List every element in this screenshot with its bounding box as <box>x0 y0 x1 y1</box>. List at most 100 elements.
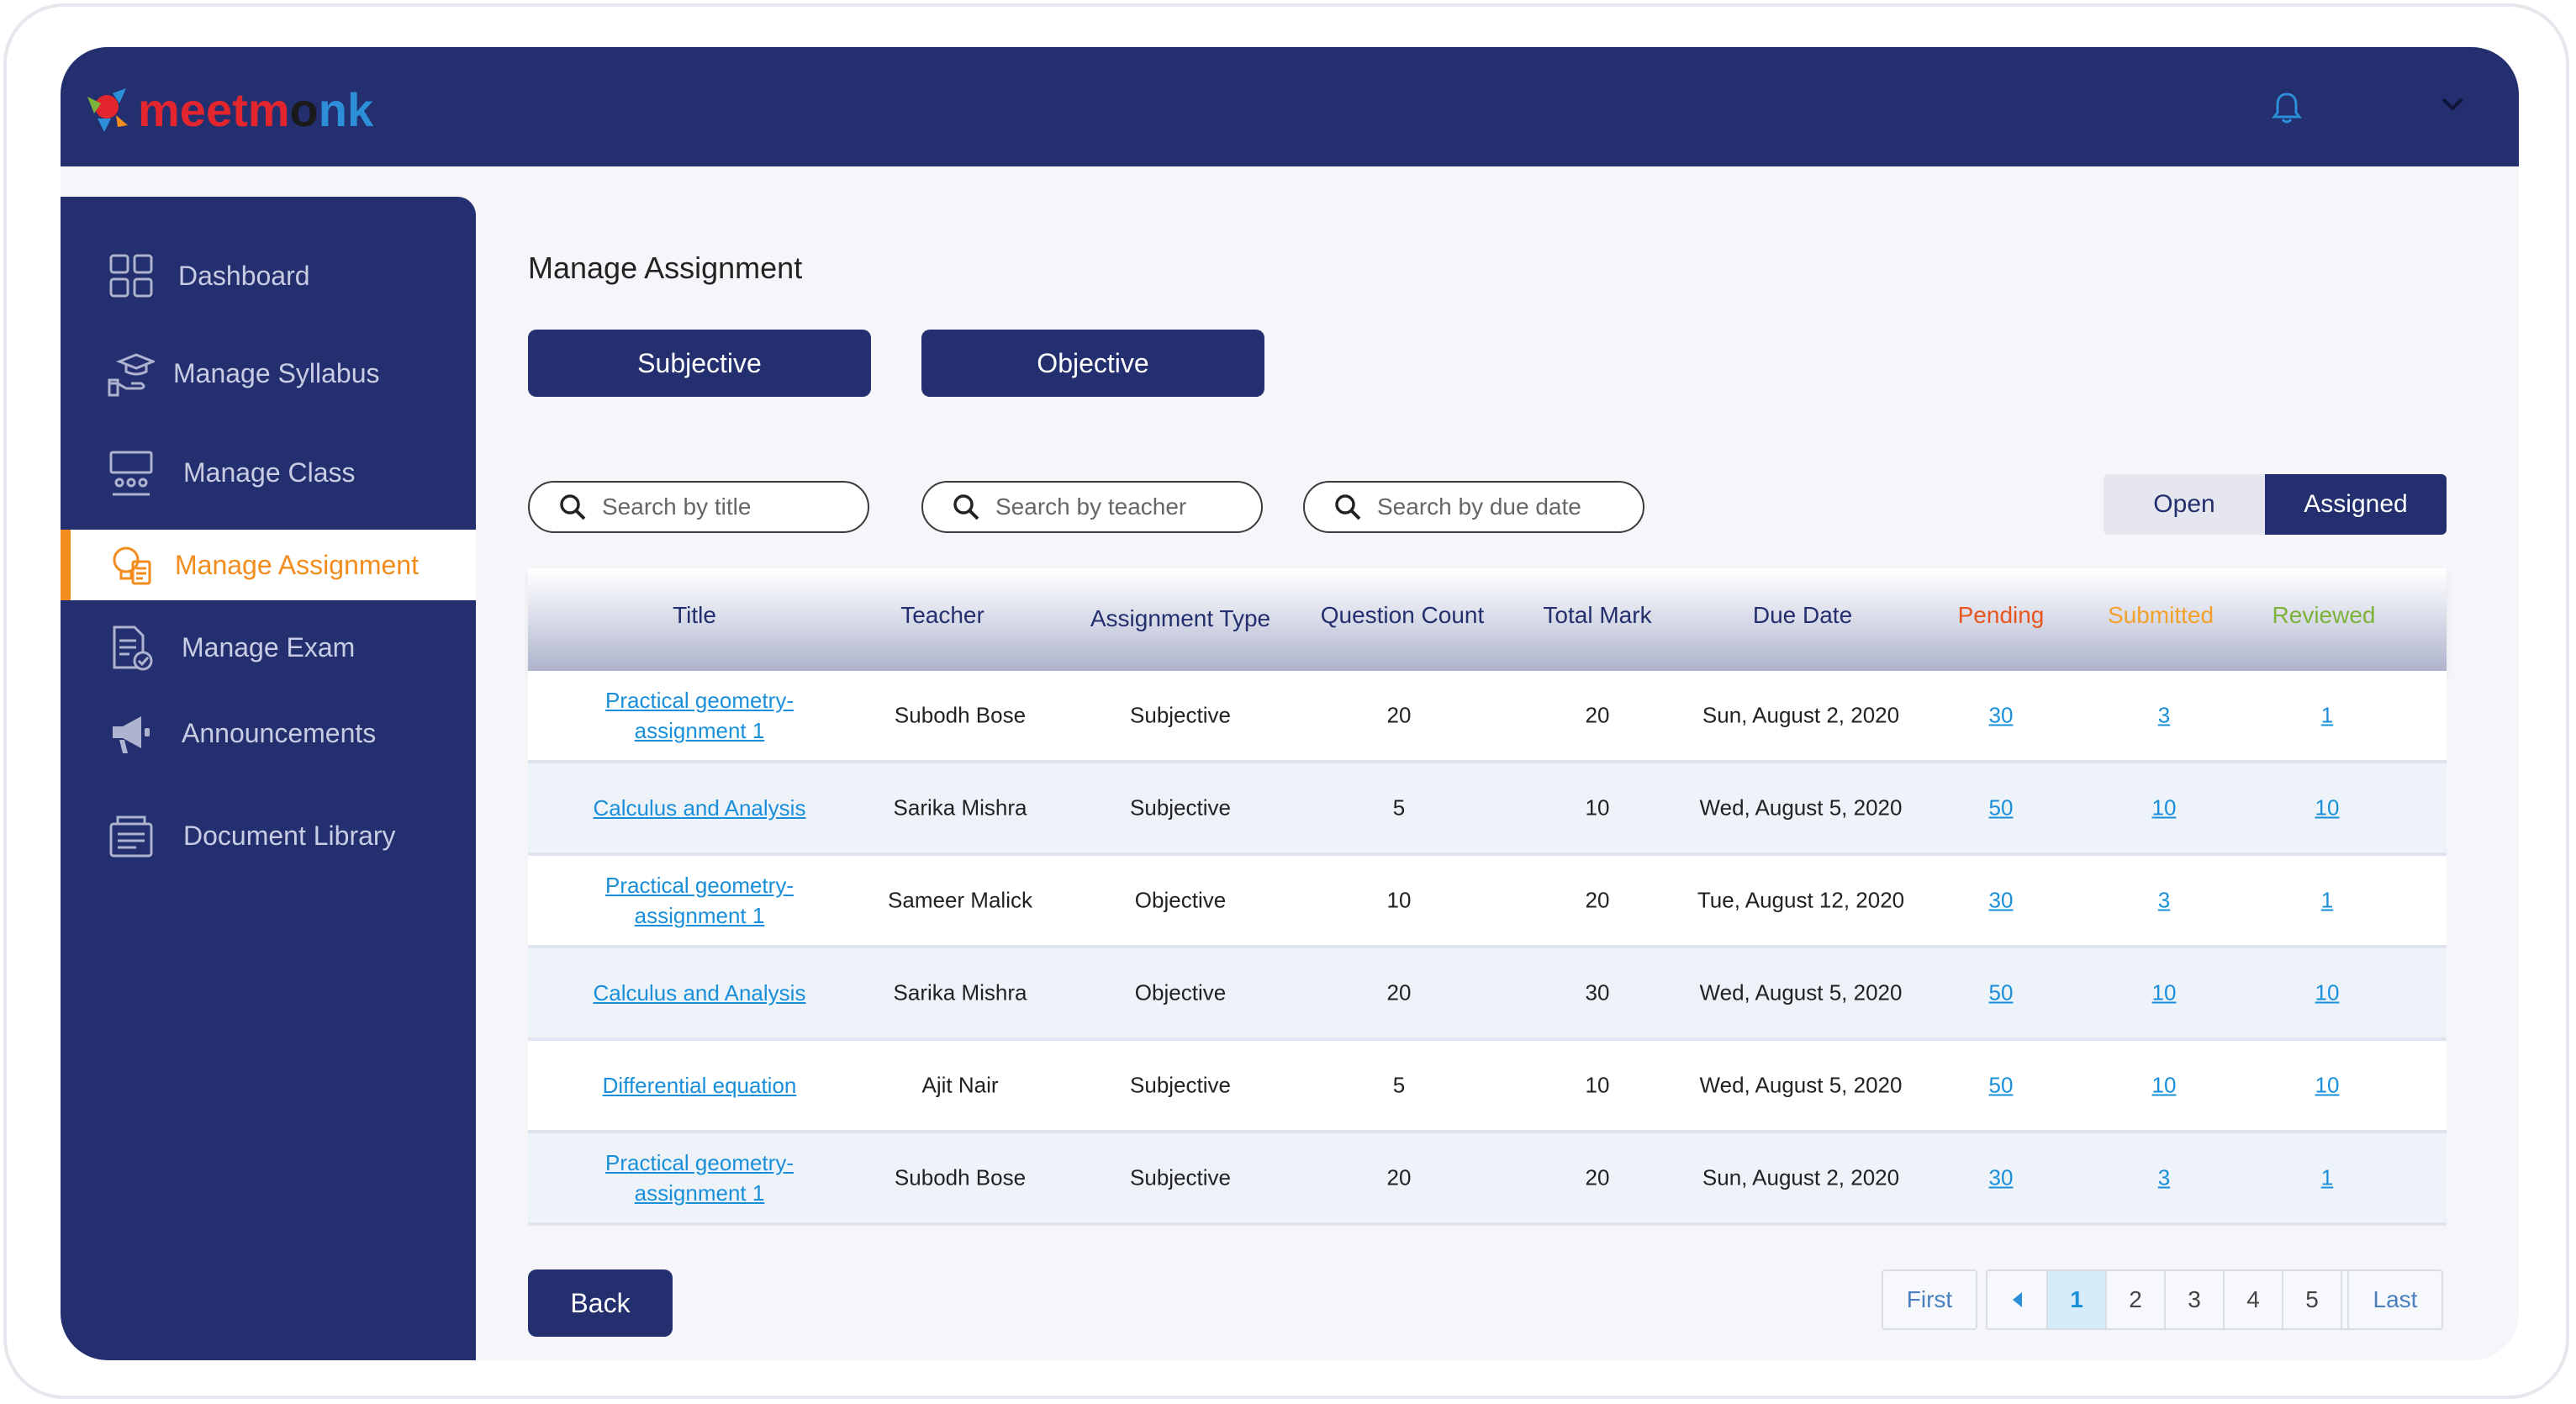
reviewed-count-link[interactable]: 10 <box>2315 794 2340 821</box>
due-date-cell: Sun, August 2, 2020 <box>1702 1164 1900 1190</box>
due-date-cell: Tue, August 12, 2020 <box>1697 887 1905 913</box>
pagination-page-5[interactable]: 5 <box>2282 1271 2341 1328</box>
due-date-cell: Wed, August 5, 2020 <box>1699 979 1903 1005</box>
submitted-count-link[interactable]: 10 <box>2151 794 2177 821</box>
pending-count-link[interactable]: 50 <box>1988 1072 2014 1098</box>
total-mark-cell: 10 <box>1585 1072 1610 1098</box>
pending-count-link[interactable]: 30 <box>1988 887 2014 913</box>
bell-icon[interactable] <box>2271 91 2303 129</box>
sidebar-item-manage-assignment[interactable]: Manage Assignment <box>61 530 476 600</box>
column-header-pending[interactable]: Pending <box>1957 602 2045 628</box>
pending-count-link[interactable]: 30 <box>1988 702 2014 728</box>
submitted-count-link[interactable]: 3 <box>2157 702 2171 728</box>
sidebar-item-label: Manage Syllabus <box>173 357 380 388</box>
table-row: Calculus and Analysis Sarika Mishra Subjec… <box>528 763 2447 856</box>
pagination-first-button[interactable]: First <box>1882 1269 1977 1330</box>
reviewed-count-link[interactable]: 10 <box>2315 979 2340 1005</box>
search-due-date-input[interactable] <box>1375 493 1631 521</box>
search-title-input[interactable] <box>600 493 856 521</box>
pagination-prev-button[interactable] <box>1987 1271 2046 1328</box>
column-header-assignment-type[interactable]: Assignment Type <box>1090 605 1271 631</box>
question-count-cell: 5 <box>1392 1072 1406 1098</box>
pagination-page-1[interactable]: 1 <box>2046 1271 2105 1328</box>
sidebar-item-manage-class[interactable]: Manage Class <box>61 437 476 508</box>
assignment-title-link[interactable]: Differential equation <box>602 1073 797 1098</box>
assignment-title-link[interactable]: Practical geometry-assignment 1 <box>605 688 794 743</box>
submitted-count-link[interactable]: 10 <box>2151 1072 2177 1098</box>
sidebar-item-document-library[interactable]: Document Library <box>61 800 476 871</box>
objective-button[interactable]: Objective <box>921 330 1264 397</box>
exam-document-icon <box>113 625 153 671</box>
reviewed-count-link[interactable]: 1 <box>2320 1164 2334 1190</box>
sidebar-item-dashboard[interactable]: Dashboard <box>61 240 476 311</box>
submitted-count-link[interactable]: 10 <box>2151 979 2177 1005</box>
submitted-count-link[interactable]: 3 <box>2157 887 2171 913</box>
pagination-last-button[interactable]: Last <box>2347 1269 2443 1330</box>
pending-count-link[interactable]: 50 <box>1988 794 2014 821</box>
search-icon <box>953 494 979 520</box>
pagination-pages: 1 2 3 4 5 <box>1986 1269 2401 1330</box>
reviewed-count-link[interactable]: 1 <box>2320 702 2334 728</box>
logo-text-part3: nk <box>318 82 374 136</box>
column-header-question-count[interactable]: Question Count <box>1320 602 1485 628</box>
teacher-cell: Sarika Mishra <box>893 794 1027 821</box>
assignment-type-cell: Objective <box>1134 979 1227 1005</box>
triangle-left-icon <box>2013 1292 2022 1307</box>
search-due-date-field[interactable] <box>1303 481 1644 533</box>
total-mark-cell: 10 <box>1585 794 1610 821</box>
table-body: Practical geometry-assignment 1 Subodh Bo… <box>528 671 2447 1226</box>
page-title: Manage Assignment <box>528 251 803 285</box>
column-header-due-date[interactable]: Due Date <box>1752 602 1853 628</box>
assignment-title-link[interactable]: Practical geometry-assignment 1 <box>605 1150 794 1206</box>
top-bar: meetmonk <box>61 47 2519 166</box>
logo-text-part1: meetm <box>138 82 290 136</box>
chevron-down-icon[interactable] <box>2440 96 2465 117</box>
sidebar-item-label: Manage Exam <box>182 631 356 662</box>
subjective-button[interactable]: Subjective <box>528 330 871 397</box>
open-tab[interactable]: Open <box>2104 474 2265 535</box>
assignment-type-cell: Subjective <box>1130 794 1231 821</box>
assignment-type-cell: Subjective <box>1130 1072 1231 1098</box>
search-icon <box>1335 494 1361 520</box>
column-header-submitted[interactable]: Submitted <box>2107 602 2214 628</box>
reviewed-count-link[interactable]: 10 <box>2315 1072 2340 1098</box>
column-header-reviewed[interactable]: Reviewed <box>2272 602 2376 628</box>
column-header-title[interactable]: Title <box>673 602 716 628</box>
app-window: meetmonk Dashboard Manage Syllabus Manag… <box>61 47 2519 1360</box>
pending-count-link[interactable]: 30 <box>1988 1164 2014 1190</box>
teacher-cell: Subodh Bose <box>894 702 1027 728</box>
due-date-cell: Wed, August 5, 2020 <box>1699 794 1903 821</box>
graduation-hand-icon <box>108 353 155 397</box>
pagination-page-2[interactable]: 2 <box>2105 1271 2164 1328</box>
assignment-title-link[interactable]: Practical geometry-assignment 1 <box>605 873 794 928</box>
sidebar-item-label: Manage Assignment <box>175 549 419 580</box>
assignment-title-link[interactable]: Calculus and Analysis <box>593 980 806 1005</box>
pagination-page-4[interactable]: 4 <box>2223 1271 2282 1328</box>
column-header-teacher[interactable]: Teacher <box>900 602 984 628</box>
column-header-total-mark[interactable]: Total Mark <box>1543 602 1652 628</box>
search-teacher-input[interactable] <box>994 493 1249 521</box>
assignment-type-cell: Subjective <box>1130 702 1231 728</box>
sidebar-item-announcements[interactable]: Announcements <box>61 698 476 768</box>
search-teacher-field[interactable] <box>921 481 1263 533</box>
pending-count-link[interactable]: 50 <box>1988 979 2014 1005</box>
sidebar-item-label: Document Library <box>183 820 396 851</box>
meetmonk-logo[interactable]: meetmonk <box>79 76 373 143</box>
table-row: Calculus and Analysis Sarika Mishra Object… <box>528 948 2447 1041</box>
back-button[interactable]: Back <box>528 1269 673 1337</box>
reviewed-count-link[interactable]: 1 <box>2320 887 2334 913</box>
assigned-tab[interactable]: Assigned <box>2265 474 2447 535</box>
total-mark-cell: 30 <box>1585 979 1610 1005</box>
assignment-type-cell: Objective <box>1134 887 1227 913</box>
sidebar-item-manage-exam[interactable]: Manage Exam <box>61 612 476 683</box>
grid-icon <box>109 254 153 298</box>
question-count-cell: 10 <box>1386 887 1412 913</box>
sidebar-item-manage-syllabus[interactable]: Manage Syllabus <box>61 338 476 409</box>
assignment-bulb-icon <box>113 546 151 585</box>
total-mark-cell: 20 <box>1585 702 1610 728</box>
teacher-cell: Ajit Nair <box>921 1072 999 1098</box>
search-title-field[interactable] <box>528 481 869 533</box>
pagination-page-3[interactable]: 3 <box>2164 1271 2223 1328</box>
submitted-count-link[interactable]: 3 <box>2157 1164 2171 1190</box>
assignment-title-link[interactable]: Calculus and Analysis <box>593 795 806 821</box>
